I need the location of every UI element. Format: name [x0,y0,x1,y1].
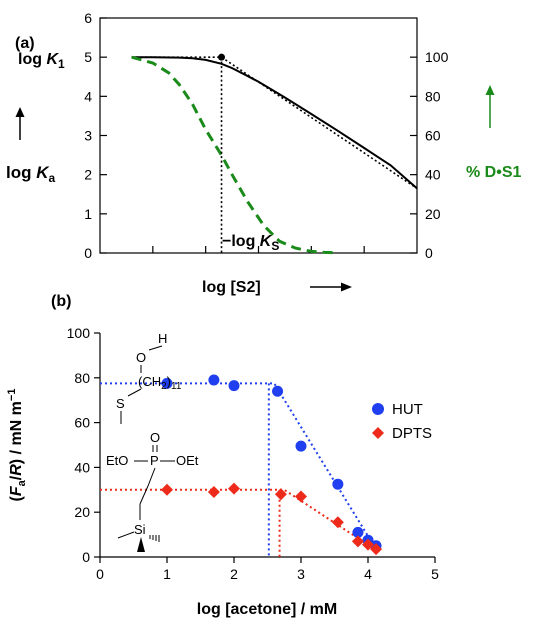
complex-fraction-line [131,55,338,255]
panel-a-x-axis-title: log [S2] [202,279,352,296]
x-tick-label: 2 [230,566,238,582]
legend-dpts-label: DPTS [392,425,432,442]
asymptote-line [131,56,418,190]
right-tick-label: 0 [425,245,433,261]
dpts-bond [147,467,156,487]
panel-b-series [100,374,383,557]
hut-chain: (CH2)11 [138,374,182,392]
dpts-o-atom: O [150,430,160,445]
dpts-p-atom: P [150,453,159,468]
x-tick-label: 5 [431,566,439,582]
y-tick-label: 40 [74,459,90,475]
breakpoint-point [218,53,226,61]
hut-point [161,377,173,389]
dpts-point [351,535,364,548]
dpts-oet-group: OEt [176,453,199,468]
dpts-point [228,482,240,495]
panel-a-left-axis-title: log Ka [6,107,56,185]
hut-bond [127,388,142,397]
hut-fit-line [100,382,379,554]
left-tick-label: 3 [84,128,92,144]
hut-o-atom: O [136,350,146,365]
dpts-eto-group: EtO [106,453,128,468]
panel-b-label: (b) [51,293,71,310]
hut-structure: H O (CH2)11 S [116,331,182,424]
log-k1-annotation: log K1 [18,51,65,71]
dpts-point [370,543,383,556]
panel-b-y-ticks: 0 20 40 60 80 100 [67,325,100,565]
hut-point [332,478,344,490]
hut-s-atom: S [116,396,125,411]
panel-a-left-ticks: 0 1 2 3 4 5 6 [84,10,107,261]
panel-a-right-axis-title: % D•S1 [466,85,522,181]
left-tick-label: 5 [84,49,92,65]
dpts-si-atom: Si [134,522,146,537]
left-tick-label: 6 [84,10,92,26]
panel-b-ylabel: (Fa/R) / mN m−1 [6,389,28,502]
left-tick-label: 2 [84,167,92,183]
arrowhead-icon [15,107,25,117]
arrowhead-icon [341,282,352,292]
dpts-bond [139,485,149,505]
panel-b-legend: HUT DPTS [372,401,432,442]
y-tick-label: 80 [74,370,90,386]
panel-b-xlabel: log [acetone] / mM [197,601,337,618]
right-tick-label: 40 [425,167,441,183]
panel-a-ylabel-right: % D•S1 [466,164,522,181]
x-tick-label: 1 [163,566,171,582]
right-tick-label: 80 [425,88,441,104]
dpts-point [362,538,374,551]
panel-a-ylabel: log Ka [6,163,56,185]
dpts-structure: O EtO P OEt Si [106,430,199,552]
panel-b-x-ticks: 0 1 2 3 4 5 [96,557,439,582]
panel-b: (b) 0 20 40 60 80 100 0 1 2 3 4 5 HUT DPTS (Fa/R) … [6,293,439,618]
dpts-point [161,483,173,496]
dpts-point [331,516,344,529]
hut-point [272,385,284,397]
dpts-wedge-bond [137,537,145,552]
panel-a-label: (a) [15,35,35,52]
left-tick-label: 4 [84,88,92,104]
y-tick-label: 0 [82,549,90,565]
hut-point [295,440,307,452]
hut-point [228,380,240,392]
hut-point [208,374,220,386]
dpts-point [207,486,220,499]
panel-a-right-ticks: 0 20 40 60 80 100 [410,49,449,261]
dpts-point [274,488,287,501]
log-ks-annotation: −log KS [222,233,279,253]
right-tick-label: 20 [425,206,441,222]
y-tick-label: 100 [67,325,91,341]
dpts-point [295,490,307,503]
x-tick-label: 3 [297,566,305,582]
x-tick-label: 4 [364,566,372,582]
legend-hut-label: HUT [392,401,423,418]
y-tick-label: 60 [74,415,90,431]
dpts-bond [117,531,135,539]
hut-bond [148,345,163,351]
y-tick-label: 20 [74,504,90,520]
arrowhead-green-icon [485,85,495,95]
left-tick-label: 1 [84,206,92,222]
legend-hut-marker [372,403,384,415]
left-tick-label: 0 [84,245,92,261]
panel-a: (a) 0 1 2 3 4 5 6 0 20 40 60 80 100 log Ka % D•S1 l… [6,10,522,296]
hut-h-atom: H [158,331,167,346]
right-tick-label: 60 [425,128,441,144]
panel-a-xlabel: log [S2] [202,279,261,296]
right-tick-label: 100 [425,49,449,65]
legend-dpts-marker [372,427,384,439]
panel-a-series [131,53,418,255]
dpts-hash-bond [149,535,160,542]
hut-point [352,526,364,538]
x-tick-label: 0 [96,566,104,582]
binding-curve-line [131,56,418,190]
